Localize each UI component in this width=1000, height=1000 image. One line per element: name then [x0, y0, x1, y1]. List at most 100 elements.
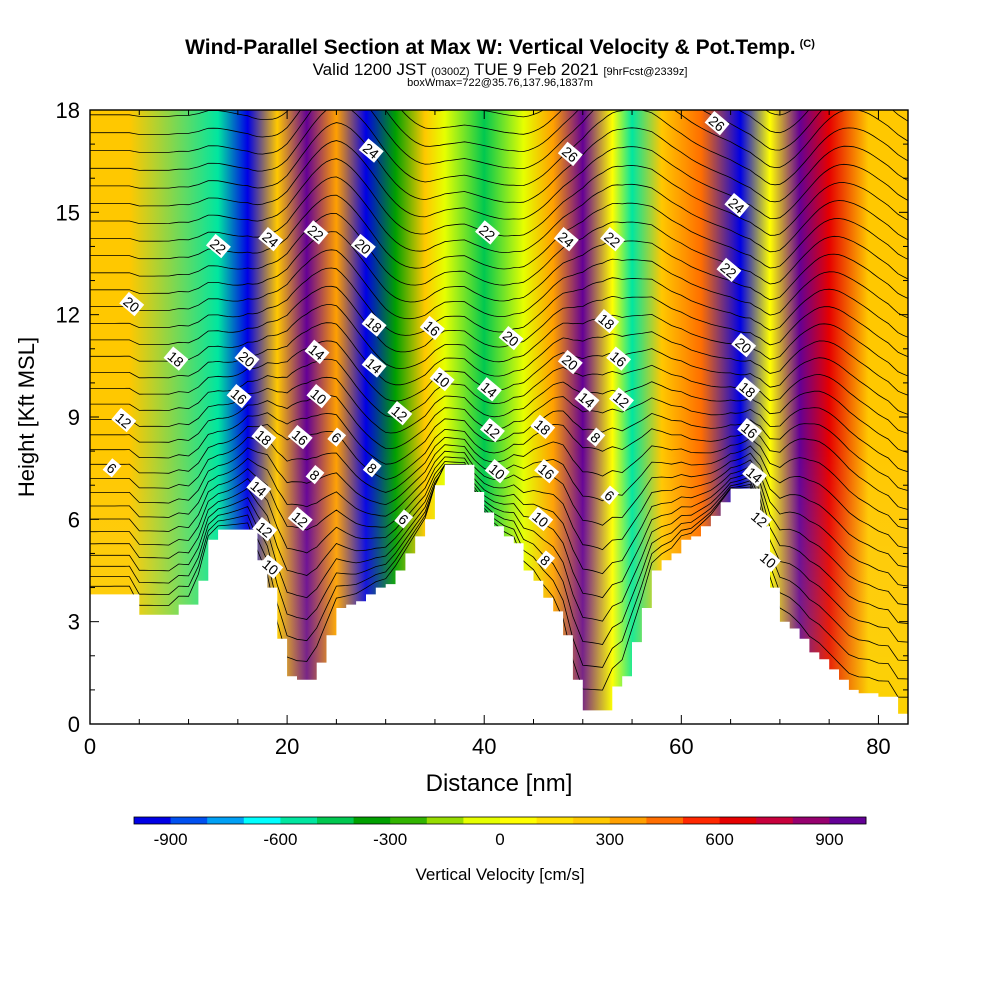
contour-label-bg — [350, 233, 376, 259]
contour-label: 22 — [303, 220, 329, 245]
isentrope-line — [90, 122, 908, 203]
isentrope-line — [90, 436, 908, 530]
contour-label-bg — [498, 325, 524, 351]
isentrope-line — [90, 267, 908, 338]
colorbar-swatch — [463, 817, 501, 824]
isentrope-line — [90, 322, 908, 396]
colorbar-label: Vertical Velocity [cm/s] — [415, 865, 584, 884]
colorbar: -900 -600 -300 0 300 600 900 — [133, 816, 867, 849]
contour-label: 16 — [534, 459, 560, 484]
colorbar-tick-label: 900 — [815, 830, 843, 849]
y-tick-label: 6 — [68, 507, 80, 532]
contour-label: 14 — [742, 462, 768, 487]
contour-label: 16 — [419, 315, 445, 341]
contour-label-bg — [111, 407, 137, 433]
contour-label: 24 — [358, 138, 384, 163]
contour-label: 12 — [287, 506, 313, 532]
contour-label: 24 — [553, 227, 579, 252]
contour-label: 20 — [498, 325, 524, 351]
contour-label-bg — [528, 506, 554, 532]
contour-label: 12 — [747, 506, 773, 532]
contour-label-bg — [475, 220, 501, 245]
colorbar-swatch — [243, 817, 281, 824]
contour-label-bg — [258, 227, 284, 252]
colorbar-swatch — [792, 817, 830, 824]
contour-label: 14 — [476, 377, 502, 402]
colorbar-swatch — [280, 817, 318, 824]
chart-title: Wind-Parallel Section at Max W: Vertical… — [0, 36, 1000, 60]
contour-label-bg — [419, 315, 445, 341]
contour-label-bg — [534, 459, 560, 484]
colorbar-tick-label: -300 — [373, 830, 407, 849]
colorbar-tick-label: 0 — [495, 830, 504, 849]
contour-label-bg — [163, 346, 189, 371]
x-tick-label: 40 — [472, 734, 496, 759]
isentrope-line — [90, 456, 908, 587]
terrain-mask — [90, 464, 908, 724]
contour-label: 12 — [479, 418, 505, 443]
contour-label-bg — [557, 141, 583, 167]
colorbar-swatch — [500, 817, 538, 824]
contour-label-bg — [287, 506, 313, 532]
colorbar-swatch — [317, 817, 355, 824]
contour-label: 14 — [574, 387, 600, 412]
contour-label-bg — [119, 291, 145, 317]
contour-label-bg — [600, 485, 620, 505]
contour-label-bg — [742, 462, 768, 487]
contour-label: 18 — [594, 308, 620, 334]
contour-label-bg — [731, 332, 757, 358]
colorbar-swatch — [426, 817, 464, 824]
contour-label-bg — [704, 111, 730, 136]
x-axis: 0 20 40 60 80 — [84, 110, 891, 759]
contour-label: 22 — [475, 220, 501, 245]
contour-label-bg — [361, 353, 387, 378]
contour-label-bg — [606, 346, 632, 371]
colorbar-swatch — [134, 817, 172, 824]
colorbar-swatch — [683, 817, 721, 824]
contour-label-bg — [251, 424, 277, 450]
y-tick-label: 12 — [56, 303, 80, 328]
y-axis: 0 3 6 9 12 15 18 — [56, 98, 908, 737]
colorbar-swatch — [573, 817, 611, 824]
valid-time-prefix: Valid 1200 JST — [312, 60, 427, 79]
contour-label: 10 — [306, 383, 332, 409]
contour-label-bg — [394, 509, 414, 529]
y-axis-label: Height [Kft MSL] — [14, 337, 39, 497]
contour-label: 14 — [361, 353, 387, 378]
copyright-mark: (C) — [799, 38, 815, 50]
contour-label: 16 — [737, 418, 763, 443]
colorbar-swatch — [207, 817, 245, 824]
contour-label-bg — [737, 418, 763, 443]
isentrope-line — [90, 358, 908, 434]
colorbar-swatch — [756, 817, 794, 824]
contour-label: 18 — [530, 414, 556, 439]
contour-label-bg — [303, 220, 329, 245]
colorbar-swatch — [829, 817, 867, 824]
box-info: boxWmax=722@35.76,137.96,1837m — [407, 77, 593, 89]
contour-label-bg — [724, 192, 750, 218]
isentrope-line — [90, 15, 908, 100]
isentrope-line — [90, 464, 908, 643]
contour-label: 26 — [557, 141, 583, 167]
colorbar-tick-label: -600 — [263, 830, 297, 849]
contour-label-bg — [574, 387, 600, 412]
contour-label: 12 — [252, 517, 278, 542]
y-tick-label: 9 — [68, 405, 80, 430]
contour-label: 10 — [755, 547, 781, 573]
chart-title-text: Wind-Parallel Section at Max W: Vertical… — [185, 36, 796, 59]
contour-label-bg — [304, 339, 330, 364]
isentrope-line — [90, 249, 908, 320]
contour-label: 10 — [528, 506, 554, 532]
contour-label-bg — [735, 377, 761, 402]
contour-label-bg — [553, 227, 579, 252]
contour-label: 24 — [724, 192, 750, 218]
contour-label-bg — [484, 459, 510, 484]
isentrope-line — [90, 410, 908, 491]
x-axis-label: Distance [nm] — [426, 770, 573, 797]
isentrope-line — [90, 423, 908, 510]
isentrope-line — [90, 304, 908, 377]
contour-label-bg — [305, 465, 325, 485]
contour-label-bg — [287, 424, 313, 450]
contour-label-bg — [600, 227, 626, 252]
